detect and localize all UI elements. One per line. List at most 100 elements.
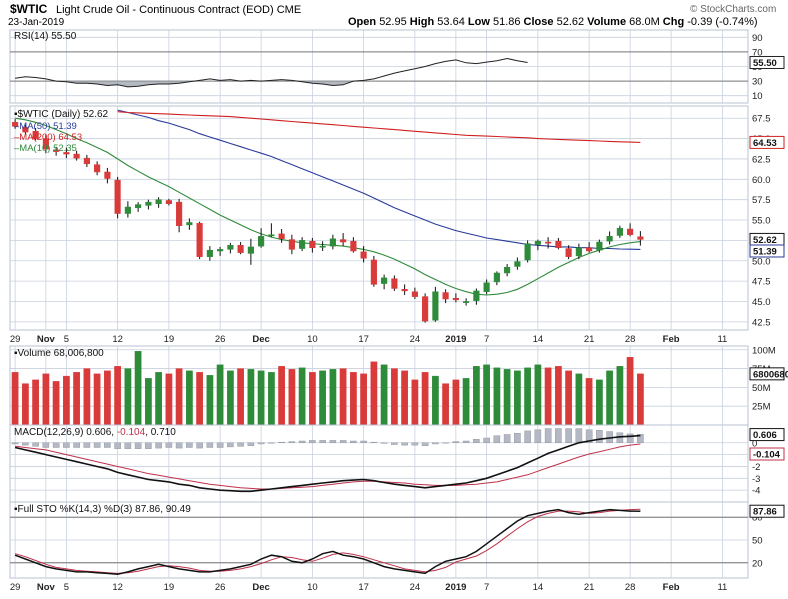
macd-signal-line — [15, 443, 641, 490]
candle-body — [237, 245, 244, 253]
macd-histogram-bar — [257, 442, 265, 445]
volume-bar — [42, 373, 50, 426]
macd-histogram-bar — [329, 440, 337, 443]
macd-histogram-bar — [319, 440, 326, 443]
macd-histogram-bar — [350, 440, 357, 443]
macd-histogram-bar — [411, 442, 419, 446]
candle-body — [32, 131, 39, 139]
rsi-tick-label: 90 — [752, 33, 763, 44]
sto-x-label: 21 — [584, 582, 595, 593]
macd-histogram-bar — [124, 442, 132, 449]
volume-bar — [288, 369, 296, 426]
volume-bar — [175, 368, 183, 426]
volume-bar — [124, 368, 132, 426]
macd-histogram-bar — [483, 437, 490, 443]
candle-body — [309, 240, 316, 248]
volume-bar — [21, 383, 29, 426]
ma-line-ma10 — [15, 117, 641, 296]
price-x-label: 10 — [307, 334, 318, 345]
volume-bar — [472, 366, 480, 426]
macd-histogram-bar — [401, 442, 408, 446]
ohlc-summary: Open 52.95 High 53.64 Low 51.86 Close 52… — [348, 16, 758, 28]
macd-histogram-bar — [227, 442, 234, 448]
macd-histogram-bar — [278, 441, 285, 443]
sto-tick-label: 80 — [752, 513, 763, 524]
sto-x-label: 5 — [64, 582, 69, 593]
ma-legend-ma10: –MA(10) 52.35 — [14, 143, 77, 154]
volume-bar — [32, 379, 40, 426]
volume-bar — [349, 372, 357, 426]
volume-last-value-box — [749, 367, 785, 381]
volume-bar — [196, 372, 204, 426]
volume-bar — [575, 373, 583, 426]
macd-histogram-bar — [575, 428, 583, 443]
volume-frame — [9, 345, 749, 426]
volume-bar — [606, 370, 614, 426]
macd-histogram-bar — [155, 442, 162, 449]
candle-body — [12, 122, 19, 127]
macd-histogram-bar — [596, 430, 603, 443]
price-tick-label: 62.5 — [752, 154, 771, 165]
macd-legend-signal: -0.104 — [117, 427, 146, 438]
volume-bar — [636, 373, 644, 426]
candle-body — [483, 282, 490, 292]
volume-bar — [93, 373, 101, 426]
candle-body — [340, 239, 347, 243]
macd-histogram-bar — [370, 441, 378, 443]
candle-body — [514, 261, 521, 267]
volume-bar — [319, 370, 327, 426]
macd-histogram-bar — [268, 442, 275, 444]
ma-legend-ma200: –MA(200) 64.53 — [14, 132, 82, 143]
candle-body — [565, 248, 572, 257]
price-legend: ▪$WTIC (Daily) 52.62 — [14, 109, 109, 120]
volume-bar — [206, 375, 214, 426]
macd-histogram-bar — [93, 442, 101, 448]
candle-body — [155, 199, 162, 204]
candle-body — [165, 200, 172, 204]
volume-bar — [554, 366, 562, 426]
candle-body — [83, 157, 90, 165]
candle-body — [135, 204, 142, 209]
candle-body — [616, 227, 623, 236]
sto-x-label: 10 — [307, 582, 318, 593]
macd-histogram-bar — [11, 442, 19, 445]
macd-histogram-bar — [452, 441, 460, 443]
sto-k-line — [14, 508, 641, 575]
macd-legend-hist: , 0.710 — [145, 427, 176, 438]
candle-body — [278, 233, 285, 240]
macd-histogram-bar — [42, 442, 50, 448]
price-tick-label: 57.5 — [752, 195, 771, 206]
volume-bar — [370, 361, 378, 426]
macd-histogram-bar — [339, 440, 347, 443]
macd-histogram-bar — [288, 441, 296, 443]
macd-legend-main: MACD(12,26,9) 0.606, — [14, 427, 117, 438]
macd-histogram-bar — [360, 440, 367, 443]
candle-body — [391, 278, 398, 289]
sto-legend: ▪Full STO %K(14,3) %D(3) 87.86, 90.49 — [14, 504, 191, 515]
candle-body — [196, 223, 203, 257]
price-frame — [9, 105, 749, 331]
macd-legend: MACD(12,26,9) 0.606, -0.104, 0.710 — [14, 427, 176, 438]
macd-histogram-bar — [196, 442, 203, 449]
volume-bar — [247, 369, 255, 426]
macd-histogram-bar — [421, 442, 429, 446]
candle-body — [401, 289, 408, 292]
candle-body — [442, 292, 449, 300]
price-last-value: 52.62 — [753, 235, 777, 246]
sto-x-label: 12 — [112, 582, 123, 593]
macd-tick-label: -3 — [752, 474, 760, 485]
description-label: Light Crude Oil - Continuous Contract (E… — [56, 4, 301, 16]
candle-body — [555, 240, 562, 248]
macd-histogram-bar — [309, 440, 316, 443]
candle-body — [534, 240, 541, 245]
macd-last-value: 0.606 — [753, 430, 777, 441]
volume-bar — [237, 368, 245, 426]
volume-bar — [62, 375, 70, 426]
volume-bar — [103, 370, 111, 426]
volume-legend: ▪Volume 68,006,800 — [14, 348, 104, 359]
volume-bar — [513, 370, 521, 426]
macd-histogram-bar — [247, 442, 255, 446]
